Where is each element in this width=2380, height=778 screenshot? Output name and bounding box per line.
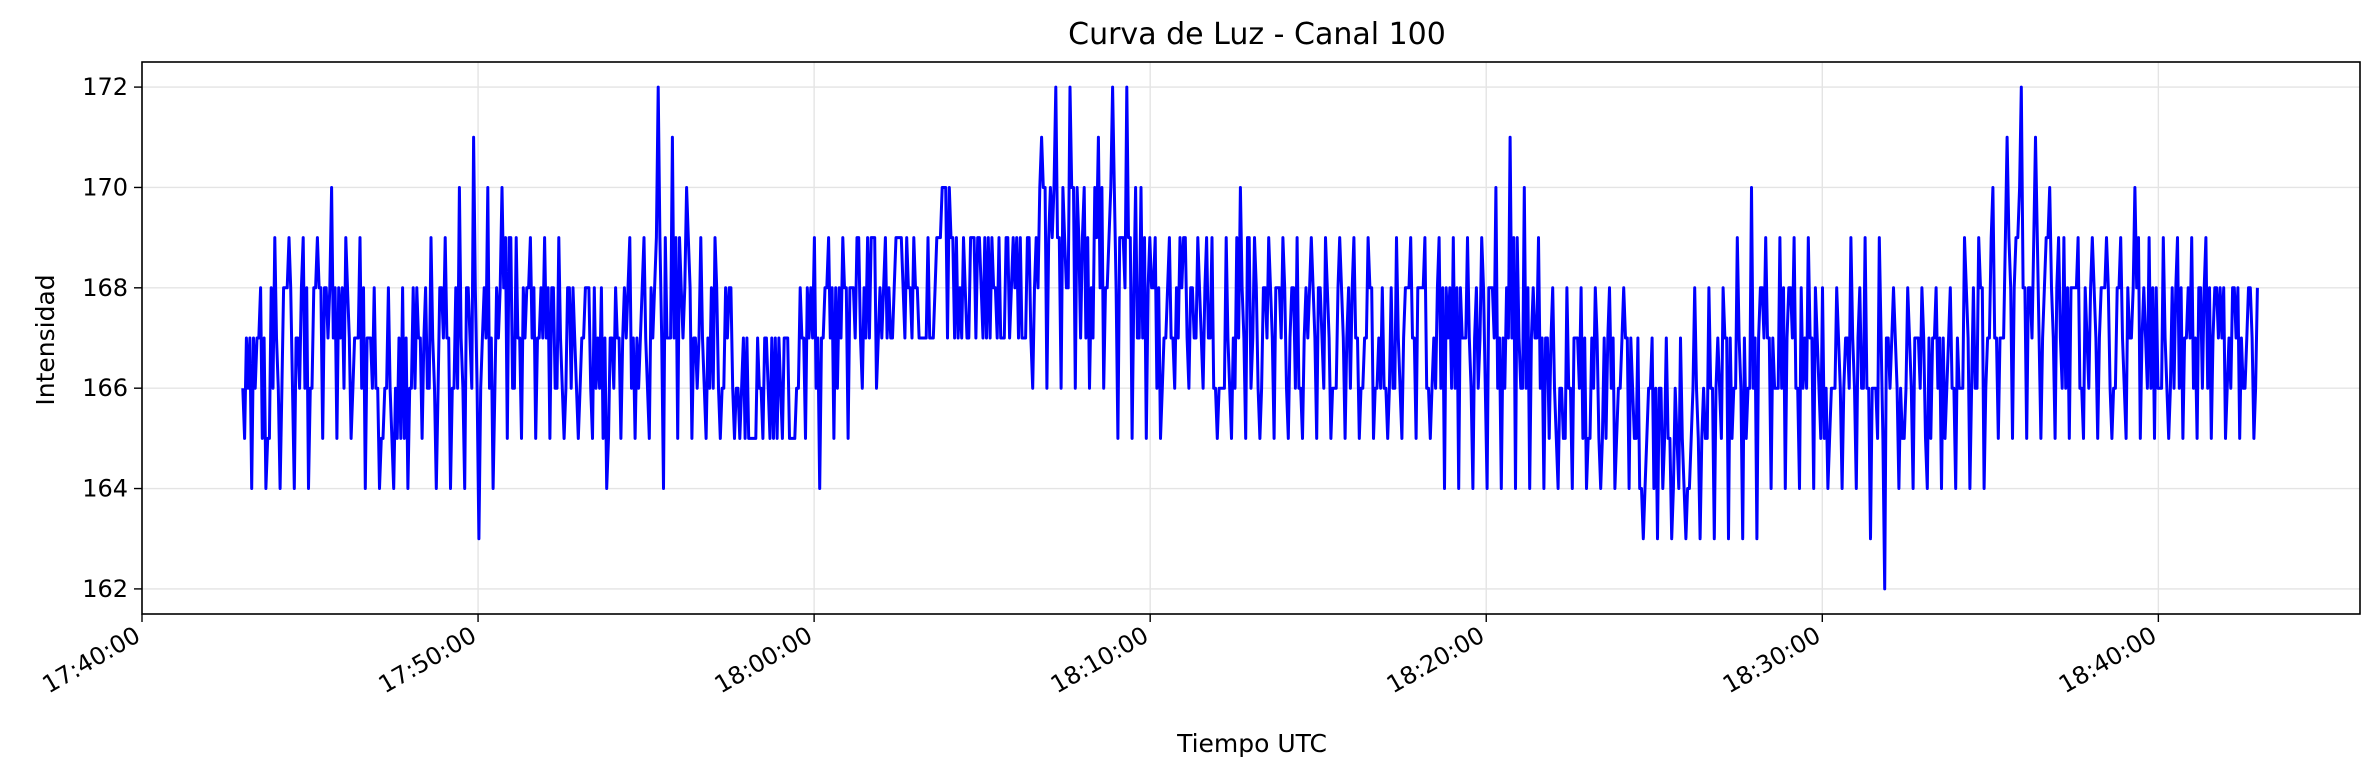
x-tick-label: 18:40:00 (2054, 621, 2161, 699)
plot-frame (141, 61, 2361, 615)
x-tick-label: 18:00:00 (710, 621, 817, 699)
y-tick-label: 170 (82, 173, 128, 201)
y-tick-label: 164 (82, 475, 128, 503)
x-tick-label: 17:40:00 (38, 621, 145, 699)
intensity-line (241, 85, 2259, 591)
x-tick-label: 18:20:00 (1382, 621, 1489, 699)
x-tick-label: 18:30:00 (1718, 621, 1825, 699)
x-tick-label: 18:10:00 (1046, 621, 1153, 699)
y-tick-label: 166 (82, 374, 128, 402)
y-tick-label: 172 (82, 73, 128, 101)
x-axis-label: Tiempo UTC (1176, 729, 1327, 758)
y-tick-label: 168 (82, 274, 128, 302)
x-tick-label: 17:50:00 (374, 621, 481, 699)
y-axis-label: Intensidad (31, 274, 60, 405)
y-tick-label: 162 (82, 575, 128, 603)
series-channel-100 (241, 85, 2259, 591)
chart-title: Curva de Luz - Canal 100 (1068, 17, 1446, 52)
